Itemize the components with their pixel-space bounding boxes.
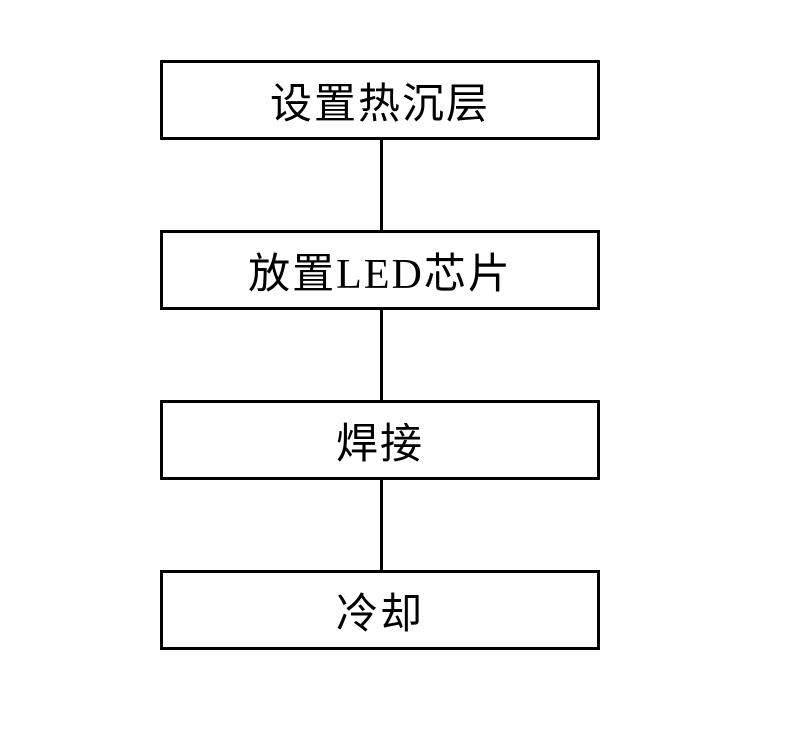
flow-node: 冷却 <box>160 570 600 650</box>
flow-node-label: 冷却 <box>336 580 424 641</box>
flowchart-canvas: 设置热沉层 放置LED芯片 焊接 冷却 <box>0 0 800 741</box>
flow-node-label: 焊接 <box>336 410 424 471</box>
flow-edge <box>380 480 383 570</box>
flow-node: 设置热沉层 <box>160 60 600 140</box>
flow-node: 焊接 <box>160 400 600 480</box>
flow-edge <box>380 310 383 400</box>
flow-node-label: 设置热沉层 <box>270 70 490 131</box>
flow-node-label: 放置LED芯片 <box>248 240 512 301</box>
flow-node: 放置LED芯片 <box>160 230 600 310</box>
flow-edge <box>380 140 383 230</box>
